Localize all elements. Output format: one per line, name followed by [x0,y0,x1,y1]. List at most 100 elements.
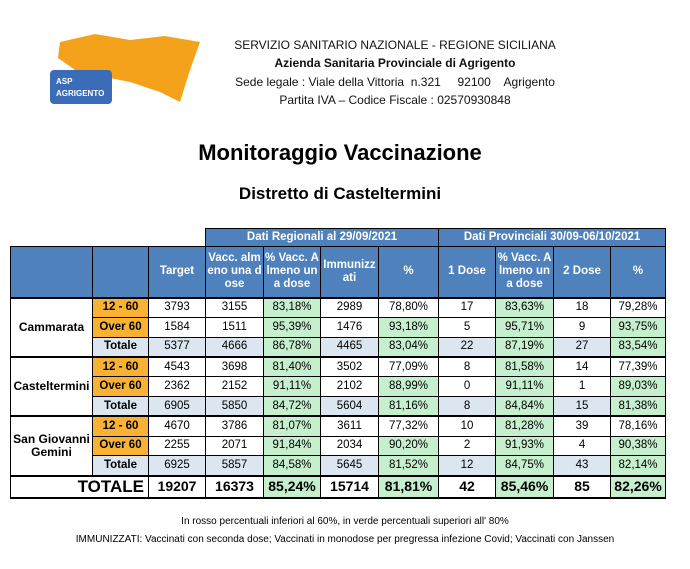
value-cell: 1584 [148,316,206,338]
district-name: San Giovanni Gemini [10,415,93,477]
value-cell: 91,11% [263,376,321,397]
logo-text: AGRIGENTO [56,89,104,98]
value-cell: 3611 [320,415,379,437]
group-header: Dati Provinciali 30/09-06/10/2021 [438,228,667,247]
table-row: Target Vacc. almeno una dose% Vacc. Almen… [10,246,667,298]
value-cell: 8 [438,395,497,417]
value-cell: 77,32% [377,415,440,437]
total-label: TOTALE [10,474,149,499]
value-cell: 3786 [205,415,264,437]
total-value: 16373 [205,474,264,499]
value-cell: 39 [553,415,612,437]
total-value: 85 [553,474,612,499]
header-line: Sede legale : Viale della Vittoria n.321… [235,75,555,89]
empty-cell [93,229,149,247]
total-value: 15714 [320,474,379,499]
table-row: Cammarata 12 - 60 3793 3155 83,18% 2989 78,80%… [10,296,667,358]
value-cell: 22 [438,336,497,358]
value-cell: 84,75% [495,455,555,477]
value-cell: 3698 [205,355,264,378]
value-cell: 17 [438,296,497,318]
value-cell: 9 [553,316,612,338]
header-cell [10,246,93,298]
empty-cell [149,229,206,247]
column-header: 2 Dose [553,246,612,298]
header-cell [92,246,149,298]
value-cell: 2071 [205,435,264,457]
value-cell: 2362 [148,376,206,397]
age-group: Totale [92,336,149,358]
table: Dati Regionali al 29/09/2021 Dati Provinc… [10,228,667,499]
value-cell: 87,19% [495,336,555,358]
value-cell: 84,58% [263,455,321,477]
value-cell: 89,03% [610,376,667,397]
total-value: 81,81% [377,474,440,499]
column-header: % Vacc. Almeno una dose [495,246,555,298]
column-header: % Vacc. Almeno una dose [263,246,321,298]
value-cell: 90,20% [377,435,440,457]
logo-text: ASP [56,77,73,86]
table-row: Casteltermini 12 - 60 4543 3698 81,40% 3502 77… [10,355,667,417]
value-cell: 4543 [148,355,206,378]
value-cell: 5604 [320,395,379,417]
table-row: Over 60 2362 2152 91,11% 2102 88,99% 0 91,11% 1 8… [11,376,667,397]
table-row: Totale 5377 4666 86,78% 4465 83,04% 22 87,19% 27… [11,336,667,358]
value-cell: 1 [553,376,612,397]
column-header: Target [148,246,206,298]
total-value: 19207 [148,474,206,499]
value-cell: 83,04% [377,336,440,358]
note: IMMUNIZZATI: Vaccinati con seconda dose;… [75,534,615,545]
value-cell: 5850 [205,395,264,417]
value-cell: 2102 [320,376,379,397]
group-header: Dati Regionali al 29/09/2021 [204,228,440,247]
value-cell: 79,28% [610,296,667,318]
value-cell: 2989 [320,296,379,318]
age-group: Totale [92,395,149,417]
column-header: Immunizzati [320,246,379,298]
value-cell: 27 [553,336,612,358]
value-cell: 78,16% [610,415,667,437]
value-cell: 83,18% [263,296,321,318]
total-value: 85,46% [495,474,555,499]
value-cell: 12 [438,455,497,477]
value-cell: 91,93% [495,435,555,457]
value-cell: 4666 [205,336,264,358]
value-cell: 43 [553,455,612,477]
value-cell: 0 [438,376,497,397]
value-cell: 83,54% [610,336,667,358]
value-cell: 93,75% [610,316,667,338]
value-cell: 84,72% [263,395,321,417]
title: Monitoraggio Vaccinazione [198,140,482,165]
value-cell: 2255 [148,435,206,457]
value-cell: 82,14% [610,455,667,477]
value-cell: 2034 [320,435,379,457]
column-header: 1 Dose [438,246,497,298]
value-cell: 3155 [205,296,264,318]
value-cell: 81,40% [263,355,321,378]
header-line: Azienda Sanitaria Provinciale di Agrigen… [274,56,516,70]
value-cell: 3793 [148,296,206,318]
value-cell: 91,84% [263,435,321,457]
value-cell: 6925 [148,455,206,477]
table-row: Dati Regionali al 29/09/2021 Dati Provinc… [11,228,667,247]
value-cell: 4 [553,435,612,457]
table-row: Totale 6925 5857 84,58% 5645 81,52% 12 84,75% 43… [11,455,667,477]
value-cell: 78,80% [377,296,440,318]
header-line: SERVIZIO SANITARIO NAZIONALE - REGIONE S… [234,38,556,52]
value-cell: 14 [553,355,612,378]
age-group: Over 60 [92,376,149,397]
table-row: Over 60 2255 2071 91,84% 2034 90,20% 2 91,93% 4 9… [11,435,667,457]
total-value: 85,24% [263,474,321,499]
value-cell: 15 [553,395,612,417]
column-header: % [610,246,667,298]
logo: ASP AGRIGENTO [50,34,200,104]
age-group: 12 - 60 [92,296,149,318]
value-cell: 5857 [205,455,264,477]
value-cell: 18 [553,296,612,318]
value-cell: 90,38% [610,435,667,457]
value-cell: 93,18% [377,316,440,338]
value-cell: 77,09% [377,355,440,378]
value-cell: 1511 [205,316,264,338]
header-line: Partita IVA – Codice Fiscale : 025709308… [279,93,511,107]
